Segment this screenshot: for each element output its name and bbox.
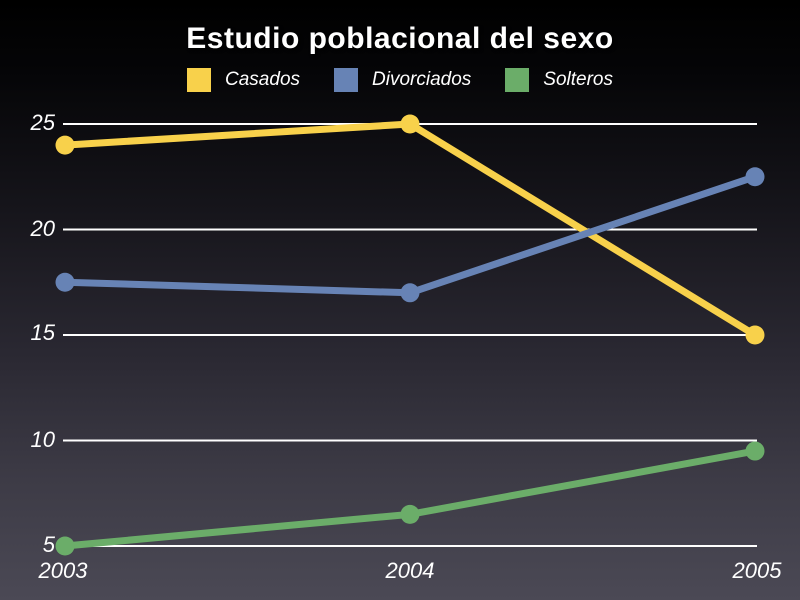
legend-swatch-casados bbox=[187, 68, 212, 92]
x-axis-label-2003: 2003 bbox=[38, 558, 88, 583]
y-axis-label-10: 10 bbox=[30, 427, 55, 452]
legend-swatch-divorciados bbox=[334, 68, 359, 92]
x-axis-label-2004: 2004 bbox=[385, 558, 435, 583]
point-casados-2004 bbox=[400, 114, 420, 134]
legend-item-solteros: Solteros bbox=[505, 68, 613, 92]
legend-swatch-solteros bbox=[505, 68, 530, 92]
chart-title: Estudio poblacional del sexo bbox=[186, 22, 614, 55]
point-solteros-2005 bbox=[745, 441, 765, 461]
point-casados-2003 bbox=[55, 135, 75, 155]
chart-legend: Casados Divorciados Solteros bbox=[0, 68, 800, 92]
point-solteros-2004 bbox=[400, 504, 420, 524]
y-axis-label-20: 20 bbox=[30, 216, 55, 241]
point-divorciados-2005 bbox=[745, 167, 765, 187]
legend-item-divorciados: Divorciados bbox=[334, 68, 471, 92]
legend-item-casados: Casados bbox=[187, 68, 300, 92]
point-divorciados-2003 bbox=[55, 272, 75, 292]
point-divorciados-2004 bbox=[400, 283, 420, 303]
y-axis-label-5: 5 bbox=[42, 532, 55, 557]
point-casados-2005 bbox=[745, 325, 765, 345]
y-axis-label-15: 15 bbox=[30, 320, 55, 345]
y-axis-label-25: 25 bbox=[30, 110, 55, 135]
legend-label-divorciados: Divorciados bbox=[372, 69, 472, 90]
point-solteros-2003 bbox=[55, 536, 75, 556]
legend-label-solteros: Solteros bbox=[543, 69, 613, 90]
x-axis-label-2005: 2005 bbox=[732, 558, 782, 583]
series-line-solteros bbox=[61, 447, 759, 550]
legend-label-casados: Casados bbox=[225, 69, 301, 90]
